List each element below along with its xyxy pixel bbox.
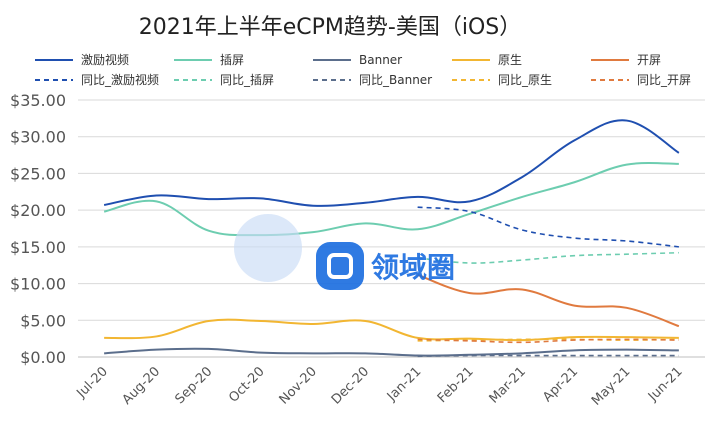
legend-label: 开屏 xyxy=(637,53,661,67)
series-layer xyxy=(103,119,680,358)
legend-item: 同比_插屏 xyxy=(174,73,274,87)
y-tick-label: $25.00 xyxy=(10,164,66,183)
legend-item: 原生 xyxy=(452,53,522,67)
legend-item: Banner xyxy=(313,53,402,67)
x-tick-label: Dec-20 xyxy=(329,364,372,407)
x-tick-label: Oct-20 xyxy=(226,364,268,406)
series-line-2 xyxy=(104,347,679,357)
legend-item: 同比_Banner xyxy=(313,73,432,87)
series-line-1 xyxy=(103,161,679,237)
legend-label: 同比_插屏 xyxy=(220,73,274,87)
y-tick-label: $10.00 xyxy=(10,275,66,294)
legend-item: 插屏 xyxy=(174,53,244,67)
series-line-6 xyxy=(417,251,679,264)
legend-label: 同比_Banner xyxy=(359,73,432,87)
legend-label: 同比_激励视频 xyxy=(81,72,159,87)
y-tick-label: $30.00 xyxy=(10,128,66,147)
y-tick-label: $20.00 xyxy=(10,201,66,220)
chart-title: 2021年上半年eCPM趋势-美国（iOS） xyxy=(139,15,521,40)
x-tick-label: Mar-21 xyxy=(487,364,529,406)
x-axis-ticks: Jul-20 Aug-20 Sep-20 Oct-20 Nov-20 Dec-20 Jan-… xyxy=(74,364,686,408)
x-tick-label: Jan-21 xyxy=(384,364,425,405)
legend-label: 同比_开屏 xyxy=(637,73,691,87)
series-line-3 xyxy=(104,318,679,342)
x-tick-label: Sep-20 xyxy=(172,364,215,407)
watermark-logo-inner-icon xyxy=(327,253,353,279)
watermark: 领域圈 xyxy=(234,214,455,290)
series-line-4 xyxy=(417,273,680,328)
series-line-7 xyxy=(417,354,679,358)
legend-label: Banner xyxy=(359,53,402,67)
series-line-9 xyxy=(417,338,679,344)
x-tick-label: Nov-20 xyxy=(277,364,320,407)
grid-lines xyxy=(78,99,705,358)
legend-label: 同比_原生 xyxy=(498,73,552,87)
x-tick-label: Jul-20 xyxy=(74,364,111,401)
watermark-text: 领域圈 xyxy=(371,251,455,284)
watermark-logo-icon xyxy=(316,242,364,290)
x-tick-label: Feb-21 xyxy=(435,364,477,406)
series-line-5 xyxy=(417,206,679,248)
x-tick-label: Aug-20 xyxy=(120,364,164,408)
series-line-0 xyxy=(103,119,680,207)
legend-item: 开屏 xyxy=(591,53,661,67)
y-tick-label: $15.00 xyxy=(10,238,66,257)
legend-label: 插屏 xyxy=(220,53,244,67)
legend-item: 激励视频 xyxy=(35,52,129,67)
legend-item: 同比_原生 xyxy=(452,73,552,87)
legend-label: 激励视频 xyxy=(81,52,129,67)
legend-label: 原生 xyxy=(498,53,522,67)
y-tick-label: $0.00 xyxy=(20,348,66,367)
x-tick-label: May-21 xyxy=(589,364,633,408)
legend-item: 同比_激励视频 xyxy=(35,72,159,87)
watermark-logo-bg-icon xyxy=(234,214,302,282)
legend-item: 同比_开屏 xyxy=(591,73,691,87)
y-tick-label: $5.00 xyxy=(20,311,66,330)
x-tick-label: Apr-21 xyxy=(540,364,581,405)
y-tick-label: $35.00 xyxy=(10,91,66,110)
x-tick-label: Jun-21 xyxy=(645,364,686,405)
y-axis-ticks: $0.00 $5.00 $10.00 $15.00 $20.00 $25.00 $30.00… xyxy=(10,91,66,367)
